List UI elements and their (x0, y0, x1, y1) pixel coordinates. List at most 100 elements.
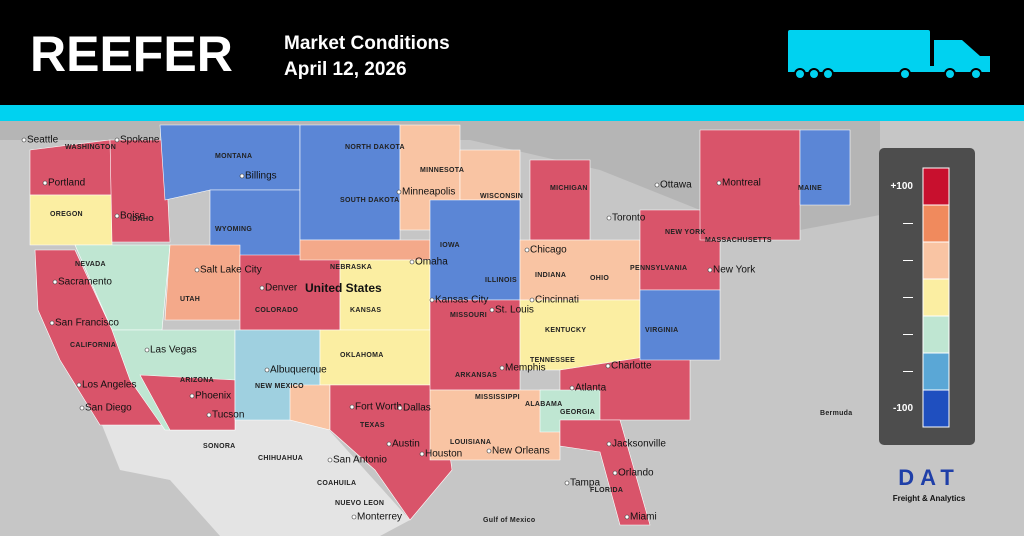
state-label: TENNESSEE (530, 357, 575, 364)
city-label: Kansas City (435, 295, 488, 306)
state-label: MAINE (798, 185, 822, 192)
city-label: Portland (48, 178, 85, 189)
legend: +100 — — — — — -100 (879, 148, 975, 445)
city-label: Phoenix (195, 391, 231, 402)
state-label: OKLAHOMA (340, 352, 384, 359)
legend-swatch (922, 352, 950, 391)
state-label: MASSACHUSETTS (705, 237, 772, 244)
state-label: MINNESOTA (420, 167, 464, 174)
state-label: PENNSYLVANIA (630, 265, 687, 272)
city-label: Cincinnati (535, 295, 579, 306)
city-label: Miami (630, 512, 657, 523)
legend-label: — (903, 255, 913, 266)
city-dot (49, 320, 55, 326)
city-dot (21, 137, 27, 143)
city-dot (716, 180, 722, 186)
logo: DAT Freight & Analytics (893, 465, 966, 503)
city-dot (429, 297, 435, 303)
city-label: Spokane (120, 135, 160, 146)
city-dot (386, 441, 392, 447)
city-dot (524, 247, 530, 253)
city-dot (264, 367, 270, 373)
city-dot (419, 451, 425, 457)
city-label: Las Vegas (150, 345, 197, 356)
city-label: Memphis (505, 363, 546, 374)
region-label: COAHUILA (317, 480, 356, 487)
city-label: Boise (120, 211, 145, 222)
region-label: Gulf of Mexico (483, 517, 535, 524)
state-label: ILLINOIS (485, 277, 517, 284)
city-dot (239, 173, 245, 179)
city-dot (79, 405, 85, 411)
city-label: Chicago (530, 245, 567, 256)
state-label: NEW MEXICO (255, 383, 304, 390)
city-dot (654, 182, 660, 188)
title: REEFER (30, 26, 233, 82)
city-label: Tucson (212, 410, 244, 421)
city-dot (144, 347, 150, 353)
state-label: COLORADO (255, 307, 298, 314)
state-label: MICHIGAN (550, 185, 588, 192)
state-label: NEVADA (75, 261, 106, 268)
city-dot (327, 457, 333, 463)
state-label: INDIANA (535, 272, 566, 279)
city-dot (76, 382, 82, 388)
legend-label: — (903, 366, 913, 377)
state-label: ARIZONA (180, 377, 214, 384)
city-dot (42, 180, 48, 186)
state-label: MISSOURI (450, 312, 487, 319)
city-dot (624, 514, 630, 520)
state-label: LOUISIANA (450, 439, 491, 446)
city-label: Seattle (27, 135, 59, 146)
city-label: St. Louis (495, 305, 534, 316)
city-label: Monterrey (357, 512, 402, 523)
city-label: Sacramento (58, 277, 112, 288)
city-dot (189, 393, 195, 399)
legend-label: — (903, 218, 913, 229)
map (0, 121, 1024, 536)
city-dot (396, 189, 402, 195)
state-label: NORTH DAKOTA (345, 144, 405, 151)
city-dot (349, 404, 355, 410)
state-label: SOUTH DAKOTA (340, 197, 399, 204)
state-label: IOWA (440, 242, 460, 249)
legend-swatch (922, 278, 950, 317)
logo-name: DAT (898, 465, 960, 490)
city-dot (564, 480, 570, 486)
country-label: United States (305, 281, 382, 295)
state-label: GEORGIA (560, 409, 595, 416)
city-label: Montreal (722, 178, 761, 189)
city-label: Los Angeles (82, 380, 137, 391)
truck-icon (788, 30, 990, 80)
city-dot (707, 267, 713, 273)
city-label: Albuquerque (270, 365, 327, 376)
city-dot (489, 307, 495, 313)
state-label: WISCONSIN (480, 193, 523, 200)
city-dot (397, 405, 403, 411)
city-label: Minneapolis (402, 187, 455, 198)
city-label: New York (713, 265, 756, 276)
accent-stripe (0, 105, 1024, 121)
state-label: KANSAS (350, 307, 381, 314)
state-label: NEBRASKA (330, 264, 372, 271)
legend-swatch (922, 167, 950, 206)
region-label: SONORA (203, 443, 236, 450)
city-dot (612, 470, 618, 476)
state-label: FLORIDA (590, 487, 623, 494)
city-label: Tampa (570, 478, 600, 489)
legend-label: — (903, 292, 913, 303)
legend-label: — (903, 329, 913, 340)
legend-label: +100 (890, 181, 913, 192)
region-label: NUEVO LEON (335, 500, 384, 507)
state-label: KENTUCKY (545, 327, 586, 334)
city-label: Houston (425, 449, 462, 460)
state-label: IDAHO (130, 216, 154, 223)
state-label: NEW YORK (665, 229, 706, 236)
city-label: San Francisco (55, 318, 119, 329)
legend-swatch (922, 204, 950, 243)
city-label: San Diego (85, 403, 132, 414)
state-label: OHIO (590, 275, 609, 282)
city-label: Fort Worth (355, 402, 402, 413)
subtitle: Market Conditions (284, 33, 450, 54)
